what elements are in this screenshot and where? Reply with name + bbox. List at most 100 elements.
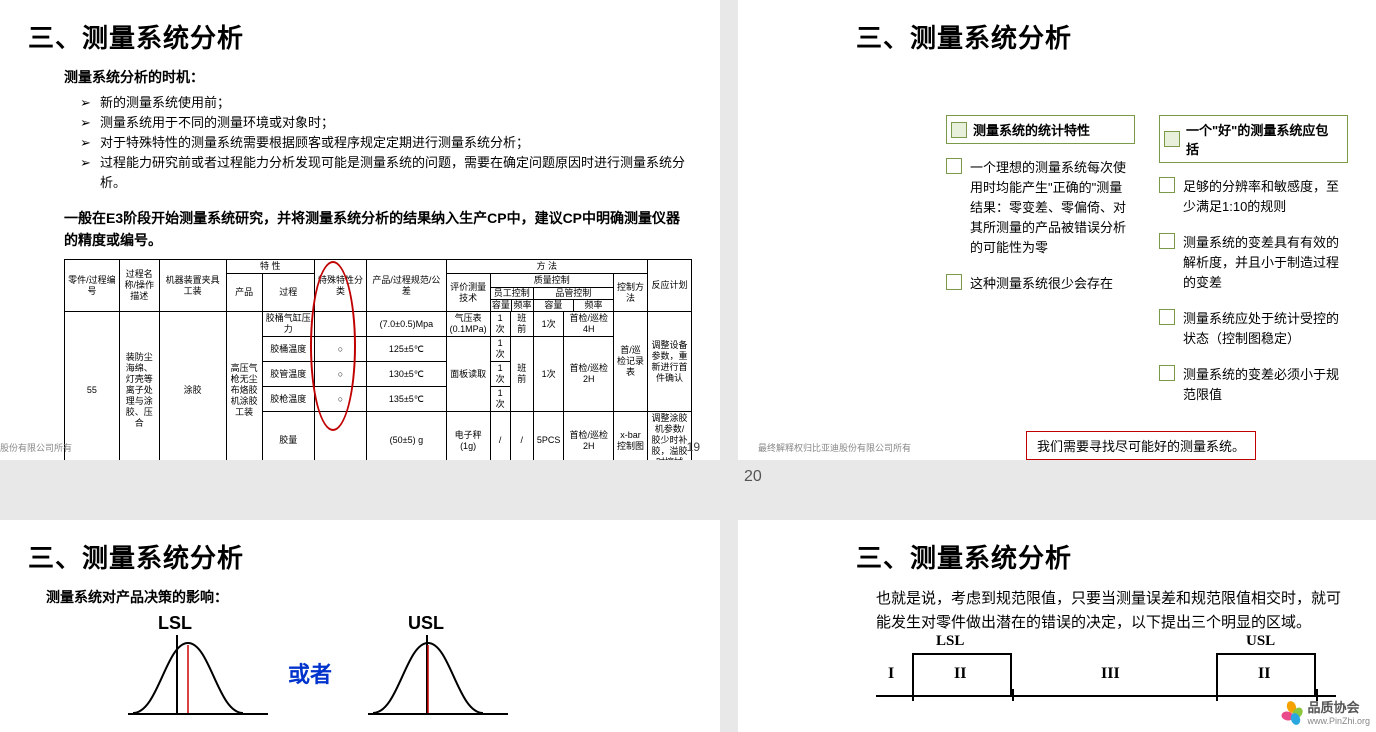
red-box-note: 我们需要寻找尽可能好的测量系统。 <box>1026 431 1256 460</box>
slide1-bullets: 新的测量系统使用前； 测量系统用于不同的测量环境或对象时； 对于特殊特性的测量系… <box>100 93 692 193</box>
usl-label: USL <box>408 613 444 634</box>
region-label-i: I <box>888 665 894 683</box>
checkbox-icon <box>946 274 962 290</box>
check-text: 测量系统的变差必须小于规范限值 <box>1183 365 1348 405</box>
td-proc: 胶枪温度 <box>262 387 314 412</box>
td-spec: 130±5℃ <box>367 362 446 387</box>
watermark-url: www.PinZhi.org <box>1307 716 1370 726</box>
check-item: 测量系统的变差具有有效的解析度，并且小于制造过程的变差 <box>1159 233 1348 293</box>
td-tool: 面板读取 <box>446 337 490 412</box>
th-proc-name: 过程名称/操作描述 <box>119 260 159 312</box>
slide3-subtitle: 测量系统对产品决策的影响： <box>46 587 692 607</box>
th-spec: 产品/过程规范/公差 <box>367 260 446 312</box>
td-pgf: 首检/巡检2H <box>564 337 614 412</box>
th-reaction: 反应计划 <box>648 260 692 312</box>
watermark: 品质协会 www.PinZhi.org <box>1281 697 1370 726</box>
right-column: 一个"好"的测量系统应包括 足够的分辨率和敏感度，至少满足1:10的规则 测量系… <box>1159 115 1348 421</box>
slide1-subtitle: 测量系统分析的时机： <box>64 67 692 87</box>
checkbox-icon <box>1159 177 1175 193</box>
td-ygr: / <box>490 412 510 461</box>
checkbox-columns: 测量系统的统计特性 一个理想的测量系统每次使用时均能产生"正确的"测量结果：零变… <box>946 115 1348 421</box>
td-mach: 高压气枪无尘布烙胶机涂胶工装 <box>226 312 262 461</box>
td-spec: 125±5℃ <box>367 337 446 362</box>
spec-limit-diagram: LSL USL I II III II <box>876 639 1348 709</box>
lsl-label: LSL <box>158 613 192 634</box>
checkbox-icon <box>946 158 962 174</box>
region-label-ii-left: II <box>954 665 966 683</box>
td-ygr: 1次 <box>490 387 510 412</box>
slide-20: 三、测量系统分析 测量系统的统计特性 一个理想的测量系统每次使用时均能产生"正确… <box>738 0 1376 460</box>
th-group-qm: 品管控制 容量频率 <box>533 288 613 312</box>
th-product: 产品 <box>226 274 262 312</box>
checkbox-icon <box>1159 365 1175 381</box>
td-pgr: 1次 <box>533 337 564 412</box>
check-item: 一个理想的测量系统每次使用时均能产生"正确的"测量结果：零变差、零偏倚、对其所测… <box>946 158 1135 258</box>
slide4-paragraph: 也就是说，考虑到规范限值，只要当测量误差和规范限值相交时，就可能发生对零件做出潜… <box>876 587 1348 635</box>
region-label-ii-right: II <box>1258 665 1270 683</box>
right-header: 一个"好"的测量系统应包括 <box>1159 115 1348 163</box>
slide-19: 三、测量系统分析 测量系统分析的时机： 新的测量系统使用前； 测量系统用于不同的… <box>0 0 720 460</box>
td-ygf: 班前 <box>510 312 533 337</box>
td-cls <box>314 312 366 337</box>
check-text: 测量系统的变差具有有效的解析度，并且小于制造过程的变差 <box>1183 233 1348 293</box>
axis-right <box>368 713 508 715</box>
td-pgr: 5PCS <box>533 412 564 461</box>
checkbox-icon <box>1159 309 1175 325</box>
page-number-below: 20 <box>744 468 762 486</box>
td-pgr: 1次 <box>533 312 564 337</box>
left-header: 测量系统的统计特性 <box>946 115 1135 144</box>
th-ctrl-method: 控制方法 <box>614 274 648 312</box>
th-group-qc: 质量控制 <box>490 274 613 288</box>
bell-curve-left <box>128 635 278 715</box>
check-text: 这种测量系统很少会存在 <box>970 274 1113 294</box>
page-number: 19 <box>687 440 700 454</box>
check-text: 足够的分辨率和敏感度，至少满足1:10的规则 <box>1183 177 1348 217</box>
baseline <box>876 695 1336 697</box>
slide-22: 三、测量系统分析 也就是说，考虑到规范限值，只要当测量误差和规范限值相交时，就可… <box>738 520 1376 732</box>
watermark-name: 品质协会 <box>1307 697 1370 716</box>
td-plan: 调整设备参数，重新进行首件确认 <box>648 312 692 412</box>
bullet-item: 新的测量系统使用前； <box>100 93 692 113</box>
td-spec: (7.0±0.5)Mpa <box>367 312 446 337</box>
td-tool: 气压表(0.1MPa) <box>446 312 490 337</box>
th-part-no: 零件/过程编号 <box>65 260 120 312</box>
checkbox-icon <box>1164 131 1180 147</box>
check-text: 测量系统应处于统计受控的状态（控制图稳定） <box>1183 309 1348 349</box>
check-item: 测量系统的变差必须小于规范限值 <box>1159 365 1348 405</box>
td-ygr: 1次 <box>490 362 510 387</box>
td-ygf: 班前 <box>510 337 533 412</box>
slide-21: 三、测量系统分析 测量系统对产品决策的影响： LSL 或者 USL <box>0 520 720 732</box>
slide-title: 三、测量系统分析 <box>28 18 692 55</box>
bell-curve-chart: LSL 或者 USL <box>128 617 692 732</box>
td-spec: 135±5℃ <box>367 387 446 412</box>
td-pgf: 首检/巡检2H <box>564 412 614 461</box>
axis-left <box>128 713 268 715</box>
watermark-text: 品质协会 www.PinZhi.org <box>1307 697 1370 726</box>
checkbox-icon <box>951 122 967 138</box>
bullet-item: 测量系统用于不同的测量环境或对象时； <box>100 113 692 133</box>
check-item: 这种测量系统很少会存在 <box>946 274 1135 294</box>
td-no: 55 <box>65 312 120 461</box>
th-special-class: 特殊特性分类 <box>314 260 366 312</box>
td-name: 装防尘海绵、灯壳等离子处理与涂胶、压合 <box>119 312 159 461</box>
pinzhi-logo-icon <box>1281 701 1303 723</box>
td-proc: 胶桶气缸压力 <box>262 312 314 337</box>
footer-copyright: 最终解释权归比亚迪股份有限公司所有 <box>758 441 911 454</box>
lsl-label: LSL <box>936 633 964 650</box>
left-header-text: 测量系统的统计特性 <box>973 120 1090 139</box>
slide-title: 三、测量系统分析 <box>856 538 1348 575</box>
usl-label: USL <box>1246 633 1275 650</box>
td-cls: ○ <box>314 387 366 412</box>
check-text: 一个理想的测量系统每次使用时均能产生"正确的"测量结果：零变差、零偏倚、对其所测… <box>970 158 1135 258</box>
td-proc: 胶量 <box>262 412 314 461</box>
td-cls: ○ <box>314 362 366 387</box>
tick <box>1216 689 1218 701</box>
td-tool: 电子秤(1g) <box>446 412 490 461</box>
slide-title: 三、测量系统分析 <box>28 538 692 575</box>
td-proc: 胶管温度 <box>262 362 314 387</box>
td-ctrl: x-bar控制图 <box>614 412 648 461</box>
td-spec: (50±5) g <box>367 412 446 461</box>
tick <box>1012 689 1014 701</box>
th-measure-tech: 评价测量技术 <box>446 274 490 312</box>
td-ygf: / <box>510 412 533 461</box>
